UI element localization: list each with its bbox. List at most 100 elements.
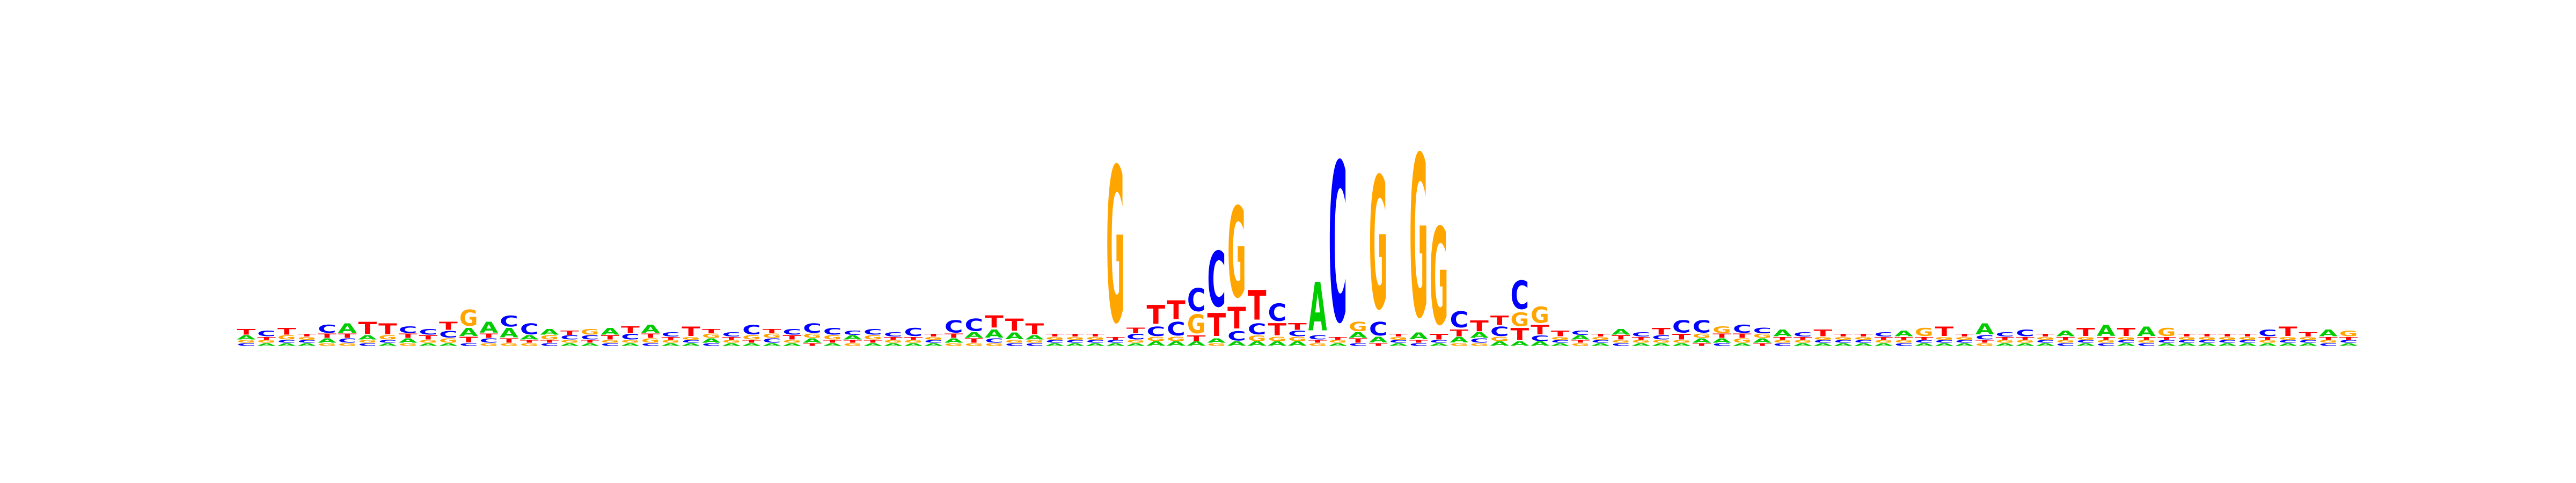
nucleotide-C: C bbox=[641, 342, 660, 347]
nucleotide-A: A bbox=[1571, 334, 1590, 341]
nucleotide-G: G bbox=[2178, 336, 2197, 341]
nucleotide-G: G bbox=[318, 342, 336, 347]
nucleotide-C: C bbox=[844, 330, 862, 336]
nucleotide-C: C bbox=[2238, 339, 2257, 343]
nucleotide-G: G bbox=[945, 342, 963, 347]
nucleotide-G: G bbox=[2117, 336, 2136, 341]
nucleotide-C: C bbox=[722, 331, 741, 338]
nucleotide-T: T bbox=[1531, 323, 1549, 338]
nucleotide-G: G bbox=[1713, 324, 1731, 335]
nucleotide-C: C bbox=[1854, 339, 1873, 343]
nucleotide-A: A bbox=[1935, 342, 1954, 347]
nucleotide-T: T bbox=[1490, 313, 1509, 328]
nucleotide-C: C bbox=[1126, 333, 1145, 341]
nucleotide-C: C bbox=[783, 328, 802, 336]
nucleotide-G: G bbox=[985, 342, 1004, 347]
nucleotide-T: T bbox=[2198, 333, 2216, 338]
nucleotide-T: T bbox=[884, 336, 903, 340]
nucleotide-G: G bbox=[601, 340, 620, 344]
nucleotide-C: C bbox=[1672, 318, 1691, 337]
nucleotide-T: T bbox=[298, 333, 317, 338]
nucleotide-C: C bbox=[1652, 334, 1671, 341]
nucleotide-A: A bbox=[924, 342, 943, 347]
nucleotide-A: A bbox=[1308, 269, 1327, 346]
nucleotide-C: C bbox=[318, 323, 336, 335]
nucleotide-C: C bbox=[662, 331, 680, 338]
nucleotide-A: A bbox=[1753, 338, 1772, 344]
nucleotide-A: A bbox=[1693, 338, 1711, 344]
nucleotide-G: G bbox=[1814, 336, 1833, 341]
nucleotide-C: C bbox=[2076, 339, 2095, 343]
nucleotide-G: G bbox=[1955, 336, 1974, 341]
nucleotide-T: T bbox=[1511, 325, 1529, 344]
nucleotide-A: A bbox=[1955, 342, 1974, 347]
nucleotide-T: T bbox=[1591, 333, 1610, 338]
nucleotide-C: C bbox=[358, 342, 377, 347]
nucleotide-G: G bbox=[1834, 336, 1853, 341]
nucleotide-T: T bbox=[1733, 333, 1752, 339]
nucleotide-C: C bbox=[1531, 334, 1549, 343]
nucleotide-T: T bbox=[318, 333, 336, 339]
nucleotide-T: T bbox=[1854, 333, 1873, 338]
nucleotide-A: A bbox=[2057, 330, 2075, 338]
nucleotide-T: T bbox=[237, 328, 256, 336]
nucleotide-C: C bbox=[601, 342, 620, 347]
nucleotide-T: T bbox=[1875, 336, 1893, 340]
nucleotide-C: C bbox=[863, 328, 882, 336]
nucleotide-G: G bbox=[1126, 340, 1145, 344]
nucleotide-G: G bbox=[277, 334, 296, 341]
nucleotide-A: A bbox=[520, 334, 539, 341]
nucleotide-T: T bbox=[1612, 334, 1630, 341]
nucleotide-G: G bbox=[1612, 340, 1630, 344]
nucleotide-G: G bbox=[1915, 326, 1934, 339]
nucleotide-C: C bbox=[1268, 298, 1287, 327]
nucleotide-G: G bbox=[1571, 342, 1590, 347]
nucleotide-G: G bbox=[338, 342, 357, 347]
nucleotide-T: T bbox=[1693, 342, 1711, 347]
nucleotide-A: A bbox=[1672, 342, 1691, 347]
nucleotide-T: T bbox=[1147, 300, 1166, 330]
nucleotide-A: A bbox=[540, 328, 559, 336]
nucleotide-C: C bbox=[2198, 339, 2216, 343]
nucleotide-A: A bbox=[1430, 342, 1448, 347]
nucleotide-T: T bbox=[2137, 336, 2156, 340]
nucleotide-G: G bbox=[1288, 336, 1307, 342]
nucleotide-A: A bbox=[358, 334, 377, 341]
nucleotide-G: G bbox=[1106, 125, 1125, 371]
nucleotide-C: C bbox=[2097, 342, 2116, 347]
nucleotide-T: T bbox=[277, 326, 296, 337]
nucleotide-C: C bbox=[540, 342, 559, 347]
nucleotide-T: T bbox=[1794, 336, 1812, 340]
nucleotide-C: C bbox=[2258, 328, 2277, 339]
nucleotide-G: G bbox=[1753, 333, 1772, 339]
nucleotide-A: A bbox=[1227, 341, 1246, 347]
nucleotide-T: T bbox=[2279, 324, 2297, 339]
nucleotide-C: C bbox=[1794, 331, 1812, 338]
